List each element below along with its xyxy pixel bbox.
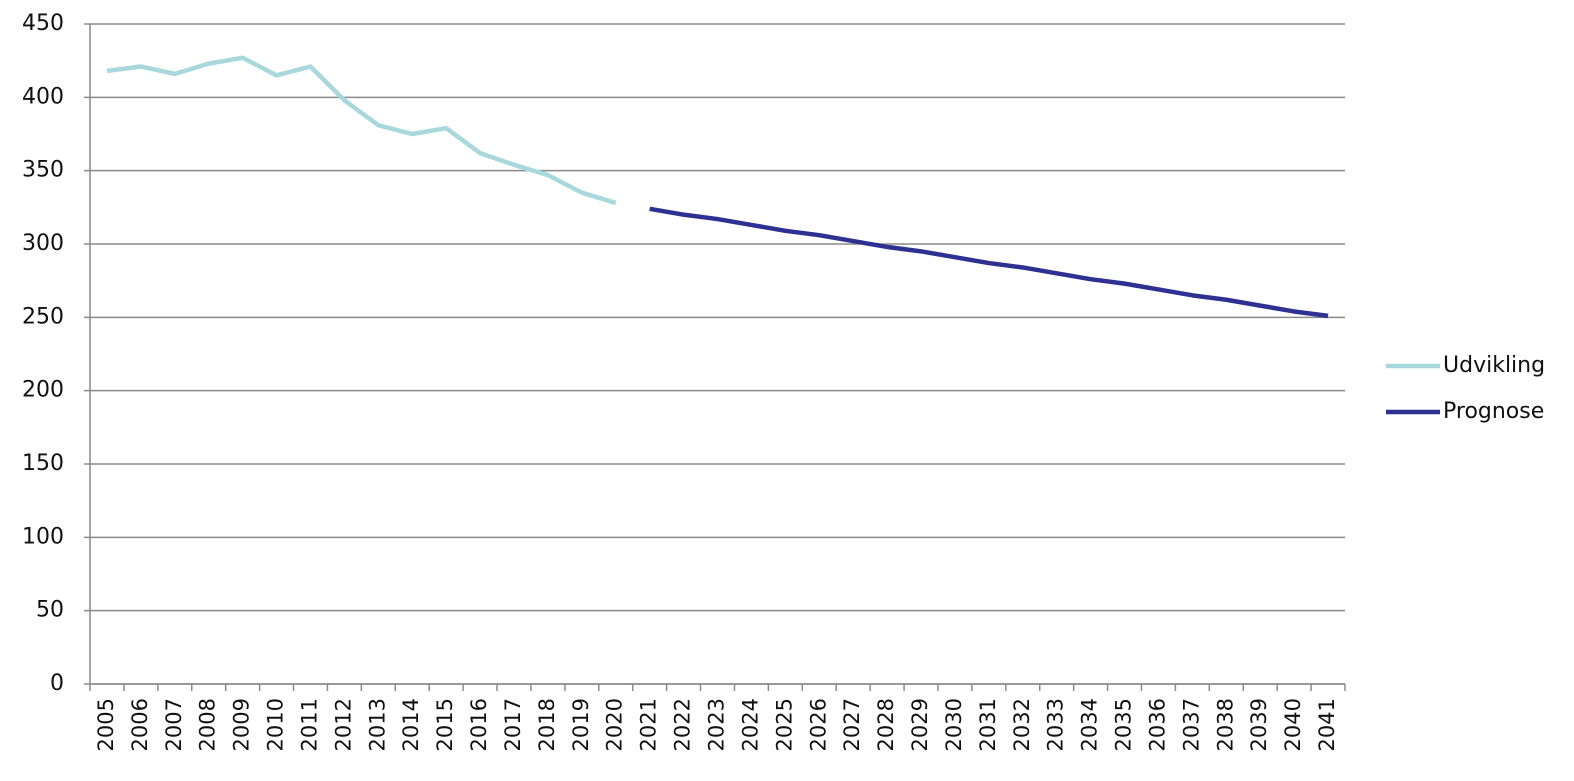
legend-label: Prognose xyxy=(1443,399,1544,424)
x-tick-label: 2012 xyxy=(331,698,355,751)
x-tick-label: 2021 xyxy=(637,698,661,751)
x-tick-label: 2035 xyxy=(1112,698,1136,751)
y-tick-label: 350 xyxy=(22,158,64,183)
y-tick-label: 250 xyxy=(22,304,64,329)
x-tick-label: 2034 xyxy=(1078,698,1102,751)
x-tick-label: 2018 xyxy=(535,698,559,751)
x-tick-label: 2028 xyxy=(874,698,898,751)
x-tick-label: 2007 xyxy=(162,698,186,751)
series-line xyxy=(650,209,1328,316)
x-tick-label: 2038 xyxy=(1213,698,1237,751)
x-tick-label: 2005 xyxy=(94,698,118,751)
x-tick-label: 2040 xyxy=(1281,698,1305,751)
y-tick-label: 200 xyxy=(22,378,64,403)
x-tick-label: 2037 xyxy=(1179,698,1203,751)
x-tick-label: 2033 xyxy=(1044,698,1068,751)
x-tick-label: 2041 xyxy=(1315,698,1339,751)
x-tick-label: 2027 xyxy=(840,698,864,751)
x-tick-label: 2022 xyxy=(671,698,695,751)
x-tick-label: 2031 xyxy=(976,698,1000,751)
y-tick-label: 0 xyxy=(50,671,64,696)
x-tick-label: 2006 xyxy=(128,698,152,751)
x-tick-label: 2036 xyxy=(1145,698,1169,751)
x-tick-label: 2009 xyxy=(230,698,254,751)
y-tick-label: 300 xyxy=(22,231,64,256)
y-tick-label: 100 xyxy=(22,524,64,549)
x-tick-label: 2019 xyxy=(569,698,593,751)
x-tick-label: 2032 xyxy=(1010,698,1034,751)
chart: 0 50 100 150 200 250 300 350 400 450 2005 2006 2007 2… xyxy=(0,0,1574,777)
x-tick-label: 2016 xyxy=(467,698,491,751)
y-tick-label: 150 xyxy=(22,451,64,476)
x-tick-label: 2030 xyxy=(942,698,966,751)
y-tick-label: 400 xyxy=(22,84,64,109)
x-tick-label: 2039 xyxy=(1247,698,1271,751)
x-tick-label: 2017 xyxy=(501,698,525,751)
x-tick-label: 2015 xyxy=(433,698,457,751)
x-tick-label: 2011 xyxy=(297,698,321,751)
x-tick-label: 2025 xyxy=(772,698,796,751)
legend-label: Udvikling xyxy=(1443,353,1545,378)
y-tick-label: 50 xyxy=(36,598,64,623)
x-tick-label: 2029 xyxy=(908,698,932,751)
x-tick-label: 2008 xyxy=(196,698,220,751)
x-tick-label: 2023 xyxy=(705,698,729,751)
x-tick-label: 2026 xyxy=(806,698,830,751)
series-line xyxy=(107,58,616,203)
x-tick-label: 2020 xyxy=(603,698,627,751)
y-tick-label: 450 xyxy=(22,11,64,36)
x-tick-label: 2014 xyxy=(399,698,423,751)
x-tick-label: 2013 xyxy=(365,698,389,751)
x-tick-label: 2024 xyxy=(738,698,762,751)
x-tick-label: 2010 xyxy=(264,698,288,751)
